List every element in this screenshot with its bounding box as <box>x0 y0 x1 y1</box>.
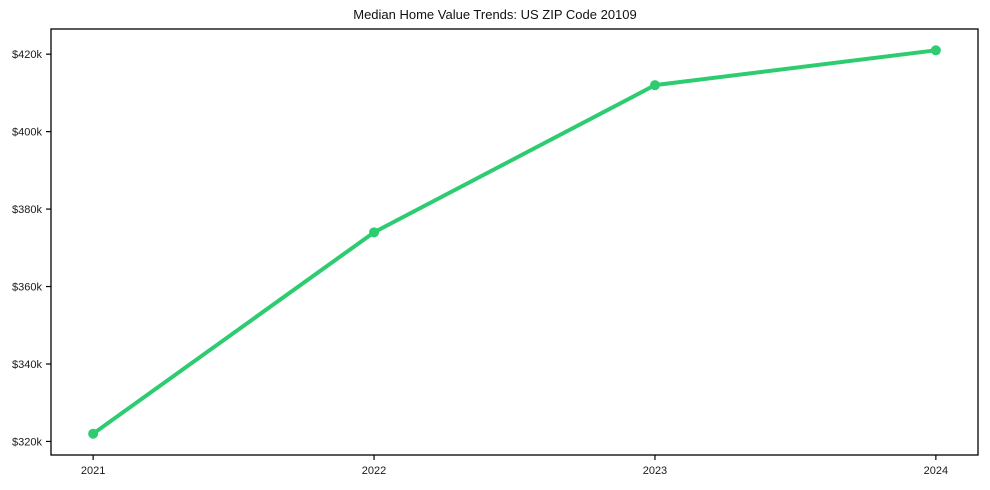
y-tick-label: $420k <box>12 49 42 61</box>
data-point-marker <box>88 428 99 439</box>
y-tick-label: $320k <box>12 436 42 448</box>
y-tick-label: $360k <box>12 282 42 294</box>
axes-spines <box>50 28 979 456</box>
y-tick-label: $340k <box>12 359 42 371</box>
data-point-marker <box>930 45 941 56</box>
data-point-marker <box>649 80 660 91</box>
x-tick-label: 2021 <box>81 465 105 477</box>
plot-area: $320k $340k $360k $380k $400k $420k 2021 2022 20… <box>12 28 979 477</box>
x-tick-label: 2024 <box>924 465 948 477</box>
series-line <box>91 48 938 436</box>
x-tick-label: 2022 <box>362 465 386 477</box>
x-tick-label: 2023 <box>643 465 667 477</box>
y-tick-label: $400k <box>12 127 42 139</box>
y-tick-label: $380k <box>12 204 42 216</box>
data-point-marker <box>369 227 380 238</box>
chart-title: Median Home Value Trends: US ZIP Code 20… <box>353 7 637 22</box>
